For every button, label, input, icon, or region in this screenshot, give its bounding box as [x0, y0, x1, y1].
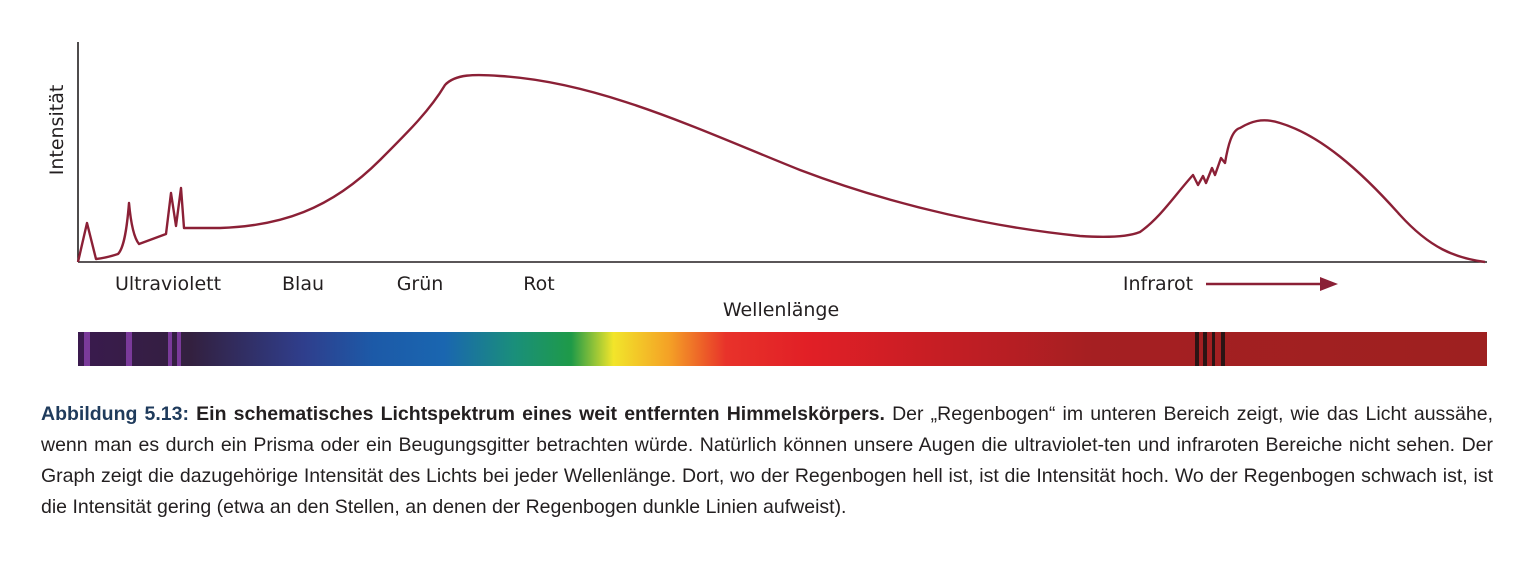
absorption-line — [1195, 332, 1199, 366]
spectrum-chart: Intensität Ultraviolett Blau Grün Rot In… — [46, 42, 1487, 366]
absorption-line — [1203, 332, 1207, 366]
emission-line — [84, 332, 90, 366]
infrared-arrow-head — [1320, 277, 1338, 291]
region-label-gruen: Grün — [397, 273, 444, 295]
x-axis-label: Wellenlänge — [723, 299, 839, 321]
figure-caption: Abbildung 5.13: Ein schematisches Lichts… — [41, 399, 1493, 523]
emission-line — [126, 332, 132, 366]
y-axis-label: Intensität — [46, 85, 68, 176]
spectrum-band — [78, 332, 1487, 366]
absorption-line — [1212, 332, 1215, 366]
region-label-infrarot: Infrarot — [1123, 273, 1193, 295]
region-label-blau: Blau — [282, 273, 324, 295]
figure-label: Abbildung 5.13: — [41, 403, 189, 425]
region-label-rot: Rot — [523, 273, 554, 295]
figure-title: Ein schematisches Lichtspektrum eines we… — [196, 403, 885, 425]
region-label-ultraviolett: Ultraviolett — [115, 273, 221, 295]
emission-line — [177, 332, 181, 366]
intensity-curve — [76, 73, 1486, 264]
absorption-line — [1221, 332, 1225, 366]
caption-text: Der „Regenbogen“ im unteren Bereich zeig… — [41, 403, 1494, 518]
emission-line — [168, 332, 172, 366]
